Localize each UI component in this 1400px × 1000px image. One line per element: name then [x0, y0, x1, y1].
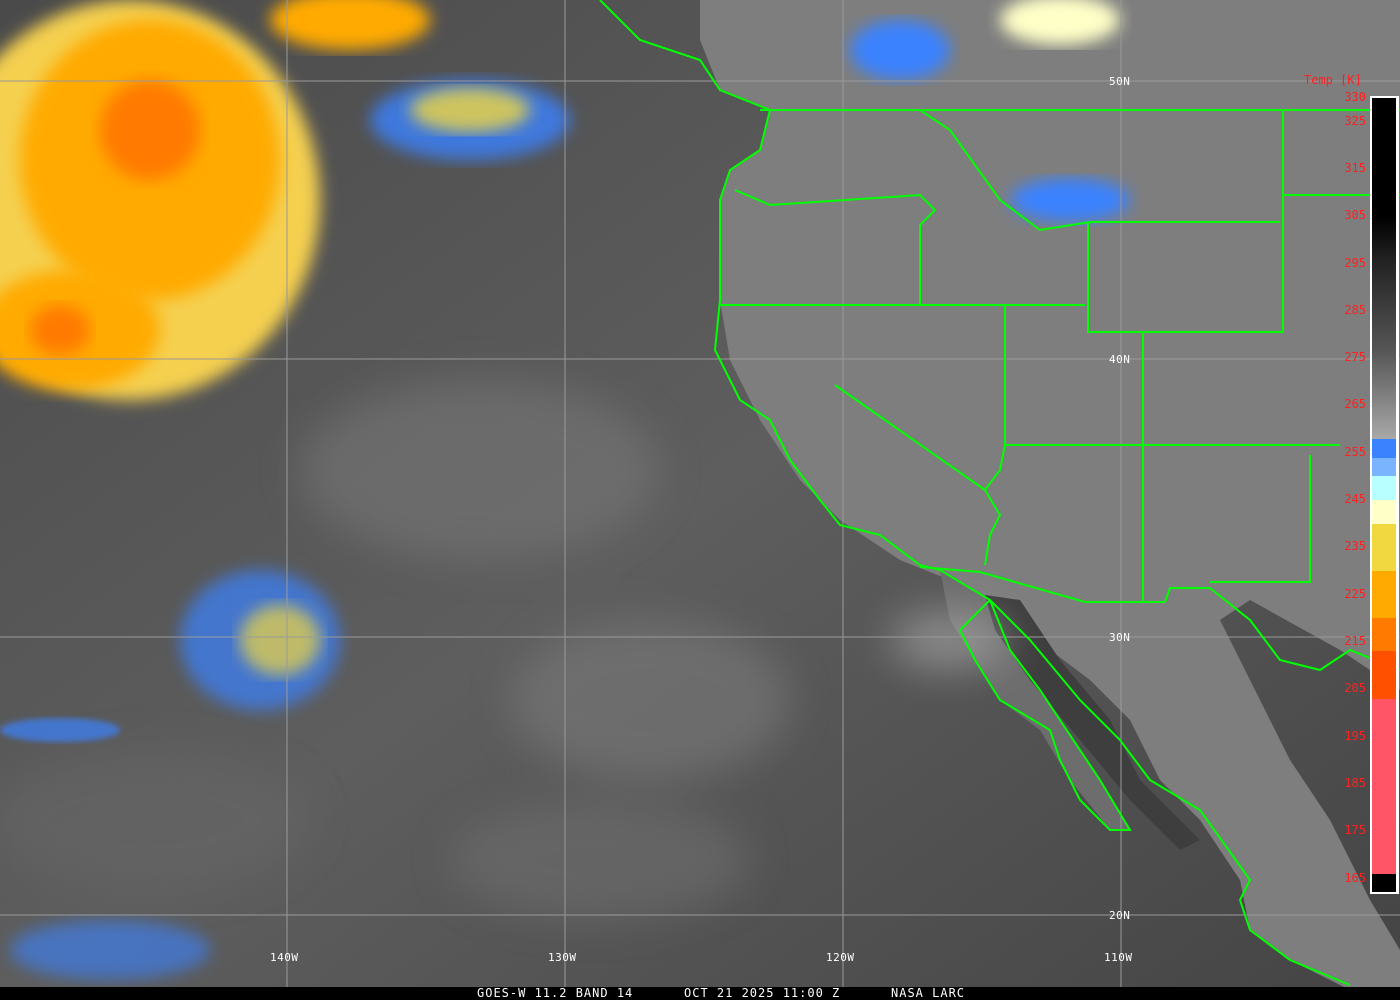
colorbar-segment [1372, 98, 1396, 217]
lon-label-130w: 130W [548, 951, 577, 964]
colorbar-title: Temp [K] [1304, 73, 1362, 87]
temperature-colorbar [1370, 96, 1399, 894]
colorbar-segment [1372, 216, 1396, 439]
lon-label-120w: 120W [826, 951, 855, 964]
colorbar-segment [1372, 500, 1396, 524]
colorbar-segment [1372, 571, 1396, 619]
caption-product: GOES-W 11.2 BAND 14 [477, 986, 634, 1000]
colorbar-tick-label: 185 [1344, 775, 1366, 790]
colorbar-segment [1372, 457, 1396, 477]
lat-label-20n: 20N [1109, 909, 1131, 922]
ca-nv-border [834, 384, 1002, 566]
colorbar-tick-label: 165 [1344, 870, 1366, 885]
colorbar-tick-label: 295 [1344, 255, 1366, 270]
colorbar-tick-label: 215 [1344, 634, 1366, 648]
political-borders [599, 0, 1400, 986]
colorbar-segment [1372, 523, 1396, 572]
colorbar-segment [1372, 698, 1396, 874]
colorbar-tick-label: 285 [1344, 302, 1366, 317]
low-clouds [0, 380, 1010, 920]
coastline [599, 0, 1132, 831]
colorbar-segment [1372, 438, 1396, 458]
colorbar-tick-label: 205 [1344, 681, 1366, 696]
az-ca-border [984, 444, 1006, 491]
colorbar-tick-label: 330 [1344, 90, 1366, 104]
colorbar-tick-label: 325 [1344, 113, 1366, 128]
colorbar-tick-label: 225 [1344, 586, 1366, 601]
colorbar-tick-label: 175 [1344, 823, 1366, 838]
colorbar-tick-label: 275 [1344, 350, 1366, 365]
colorbar-tick-label: 235 [1344, 539, 1366, 554]
image-caption: GOES-W 11.2 BAND 14 OCT 21 2025 11:00 Z … [0, 987, 1400, 1000]
lon-label-140w: 140W [270, 951, 299, 964]
id-border [919, 109, 1280, 232]
colorbar-segment [1372, 618, 1396, 652]
colorbar-tick-label: 195 [1344, 728, 1366, 743]
lat-label-30n: 30N [1109, 631, 1131, 644]
caption-datetime: OCT 21 2025 11:00 Z [684, 986, 841, 1000]
caption-source: NASA LARC [891, 986, 966, 1000]
land-mass [700, 0, 1400, 990]
lat-label-50n: 50N [1109, 75, 1131, 88]
colorbar-tick-label: 245 [1344, 492, 1366, 507]
gulf-of-california [985, 595, 1200, 850]
colorbar-tick-label: 305 [1344, 208, 1366, 223]
lon-label-110w: 110W [1104, 951, 1133, 964]
lat-label-40n: 40N [1109, 353, 1131, 366]
nm-tx-border [1210, 455, 1311, 583]
colorbar-tick-label: 255 [1344, 444, 1366, 459]
mainland-coast-mexico [989, 599, 1351, 986]
wa-or-border [734, 189, 937, 305]
cold-clouds [0, 0, 1130, 980]
us-mexico-border [919, 566, 1400, 672]
colorbar-tick-label: 265 [1344, 397, 1366, 412]
wy-co-border [1087, 110, 1284, 333]
colorbar-segment [1372, 476, 1396, 501]
colorbar-segment [1372, 651, 1396, 699]
colorbar-tick-label: 315 [1344, 160, 1366, 175]
